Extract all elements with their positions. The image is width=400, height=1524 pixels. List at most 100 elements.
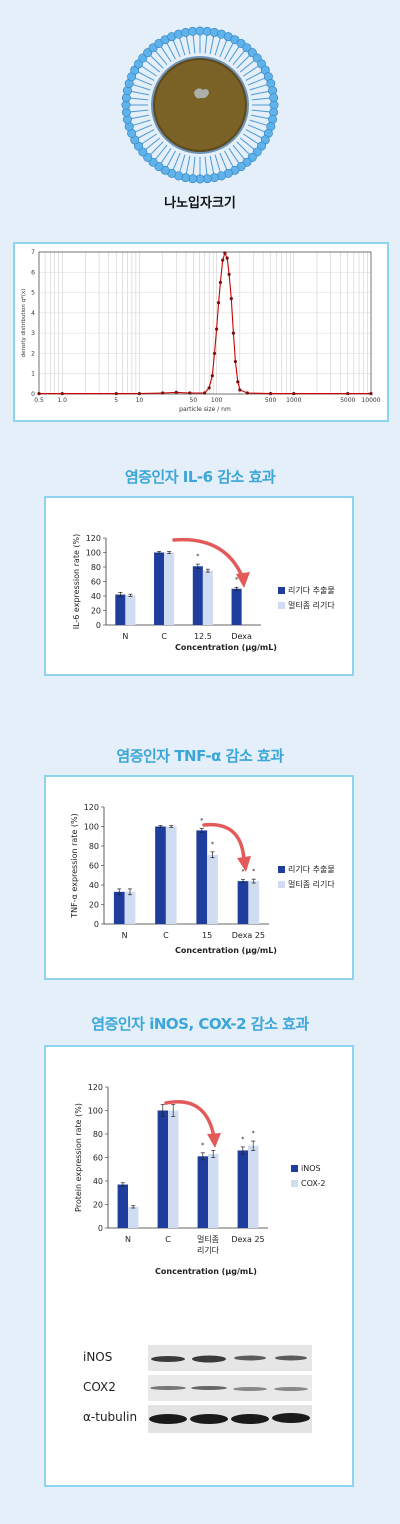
data-point	[231, 331, 236, 335]
y-tick-label: 3	[31, 330, 35, 337]
bar	[197, 1156, 208, 1228]
trend-arrowhead	[207, 1133, 221, 1148]
data-point	[233, 359, 237, 364]
legend-label: 멀티좀 리기다	[288, 601, 335, 610]
x-tick-label: 10000	[361, 397, 380, 404]
significance-mark: *	[200, 817, 203, 824]
bar	[192, 566, 203, 625]
legend-swatch	[291, 1180, 298, 1187]
x-tick-label: 리기다	[197, 1246, 220, 1255]
x-tick-label: 멀티좀	[197, 1235, 219, 1244]
y-tick-label: 60	[89, 862, 99, 871]
significance-mark: *	[201, 1142, 204, 1149]
y-tick-label: 120	[84, 803, 99, 812]
particle-size-frame: 0 1 2 3 4 5 6 7 0.5 1.0 5 10 50 100 500 1000 5000 10000 pa…	[13, 242, 389, 422]
grid	[38, 251, 371, 395]
bar	[248, 1145, 259, 1228]
x-tick-label: C	[163, 931, 169, 940]
particle-label: 나노입자크기	[164, 196, 236, 211]
trend-arrow	[164, 1100, 216, 1139]
distribution-curve	[39, 251, 371, 395]
x-axis-label: particle size / nm	[179, 406, 231, 413]
legend-label: 리기다 추출물	[288, 585, 335, 595]
data-point	[60, 391, 64, 396]
y-tick-label: 0	[96, 621, 101, 630]
y-tick-label: 5	[31, 290, 35, 297]
y-axis-label: IL-6 expression rate (%)	[72, 534, 81, 630]
data-point	[188, 391, 192, 395]
x-tick-label: C	[161, 632, 167, 641]
y-tick-label: 120	[88, 1083, 103, 1092]
data-point	[245, 391, 249, 395]
y-tick-label: 0	[31, 391, 35, 398]
blot-label-inos: iNOS	[83, 1350, 113, 1364]
bar	[125, 595, 136, 625]
legend-swatch	[278, 881, 285, 888]
significance-mark: *	[242, 869, 245, 876]
data-point	[238, 388, 242, 392]
significance-mark: *	[211, 841, 214, 848]
data-point	[207, 386, 211, 390]
significance-mark: *	[235, 576, 238, 583]
inos-cox2-frame: 0 20 40 60 80 100 120 N C 멀티좀 리기다 * Dexa 25 * * Protein…	[44, 1045, 354, 1487]
x-tick-label: C	[165, 1235, 171, 1244]
x-axis-label: Concentration (µg/mL)	[175, 946, 277, 955]
legend-swatch	[278, 587, 285, 594]
section-title-il6: 염증인자 IL-6 감소 효과	[124, 468, 276, 486]
data-point	[137, 391, 142, 396]
data-point	[227, 272, 231, 276]
data-point	[161, 391, 165, 395]
legend-label: iNOS	[301, 1164, 321, 1173]
data-point	[212, 351, 217, 356]
y-tick-label: 60	[91, 578, 101, 587]
data-point	[114, 391, 118, 396]
bar	[208, 1153, 219, 1228]
x-tick-label: 0.5	[34, 397, 44, 404]
bar	[207, 854, 218, 924]
trend-arrow	[202, 822, 246, 863]
nanoparticle-illustration	[121, 26, 279, 184]
section-title-inos-cox2: 염증인자 iNOS, COX-2 감소 효과	[91, 1015, 309, 1033]
legend-label: 리기다 추출물	[288, 864, 335, 874]
data-point	[229, 297, 233, 301]
y-tick-label: 100	[88, 1107, 103, 1116]
y-axis-label: TNF-α expression rate (%)	[70, 813, 79, 919]
x-tick-label: N	[122, 632, 128, 641]
y-tick-label: 120	[86, 534, 101, 543]
blot-label-cox2: COX2	[83, 1380, 116, 1394]
x-tick-label: 100	[211, 397, 223, 404]
bar	[113, 891, 125, 924]
y-tick-label: 80	[89, 842, 99, 851]
particle-size-chart: 0 1 2 3 4 5 6 7 0.5 1.0 5 10 50 100 500 1000 5000 10000 pa…	[21, 249, 381, 413]
x-tick-label: Dexa	[231, 632, 252, 641]
data-point	[236, 380, 240, 384]
x-tick-label: 1.0	[57, 397, 67, 404]
x-tick-label: N	[122, 931, 128, 940]
x-tick-label: N	[125, 1235, 131, 1244]
bar	[155, 826, 166, 924]
western-blot-image	[148, 1345, 312, 1433]
y-tick-label: 0	[94, 920, 99, 929]
bar	[117, 1184, 128, 1228]
significance-mark: *	[252, 868, 255, 875]
y-tick-label: 1	[31, 371, 35, 378]
il6-chart-frame: 0 20 40 60 80 100 120 N C 12.5 * Dexa * IL-6 expressi…	[44, 496, 354, 676]
y-tick-label: 40	[93, 1177, 103, 1186]
bar	[237, 1150, 248, 1228]
trend-arrowhead	[237, 856, 251, 872]
y-tick-label: 20	[93, 1201, 103, 1210]
y-tick-label: 2	[31, 350, 35, 357]
x-tick-label: 1000	[286, 397, 301, 404]
data-point	[203, 391, 207, 395]
data-point	[369, 391, 373, 396]
trend-arrow	[172, 537, 244, 578]
x-tick-label: 500	[265, 397, 277, 404]
x-tick-label: 10	[136, 397, 144, 404]
x-tick-label: 15	[202, 931, 212, 940]
x-tick-label: Dexa 25	[231, 1235, 264, 1244]
y-tick-label: 100	[84, 823, 99, 832]
il6-bar-chart: 0 20 40 60 80 100 120 N C 12.5 * Dexa * IL-6 expressi…	[72, 534, 335, 652]
bar	[154, 552, 165, 625]
data-point	[268, 391, 273, 396]
bar	[128, 1206, 139, 1228]
